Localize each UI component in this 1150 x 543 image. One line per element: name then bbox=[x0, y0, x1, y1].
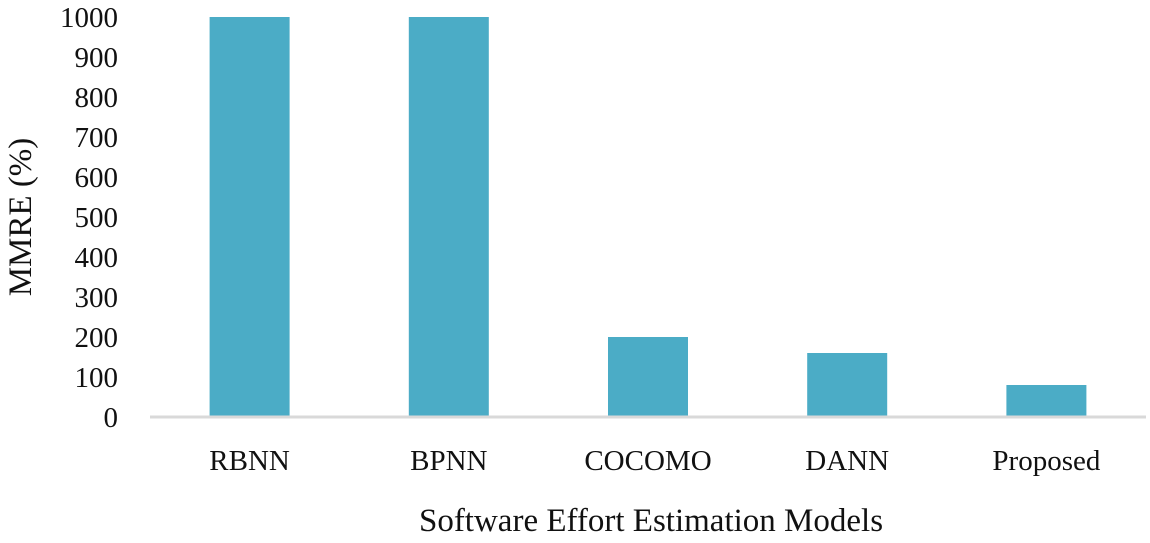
y-tick-label: 100 bbox=[75, 362, 119, 394]
x-category-label: Proposed bbox=[992, 445, 1100, 477]
bar bbox=[209, 17, 290, 417]
y-tick-label: 500 bbox=[75, 202, 119, 234]
bar bbox=[1006, 385, 1087, 417]
bar bbox=[408, 17, 489, 417]
x-category-label: BPNN bbox=[410, 445, 487, 477]
x-category-label: DANN bbox=[805, 445, 889, 477]
bar bbox=[608, 337, 688, 417]
y-tick-label: 1000 bbox=[60, 2, 118, 34]
bar bbox=[807, 353, 888, 417]
y-tick-label: 200 bbox=[75, 322, 119, 354]
x-category-label: RBNN bbox=[209, 445, 290, 477]
y-tick-label: 600 bbox=[75, 162, 119, 194]
x-axis-categories: RBNN BPNN COCOMO DANN Proposed bbox=[209, 445, 1101, 477]
bars bbox=[209, 17, 1087, 417]
y-tick-label: 300 bbox=[75, 282, 119, 314]
y-tick-label: 0 bbox=[104, 402, 119, 434]
y-tick-label: 400 bbox=[75, 242, 119, 274]
x-category-label: COCOMO bbox=[584, 445, 711, 477]
x-axis-title: Software Effort Estimation Models bbox=[419, 503, 883, 538]
y-tick-label: 700 bbox=[75, 122, 119, 154]
y-tick-label: 900 bbox=[75, 42, 119, 74]
y-tick-label: 800 bbox=[75, 82, 119, 114]
y-axis-ticks: 0 100 200 300 400 500 600 700 800 900 1000 bbox=[60, 2, 118, 434]
y-axis-title: MMRE (%) bbox=[3, 138, 39, 297]
